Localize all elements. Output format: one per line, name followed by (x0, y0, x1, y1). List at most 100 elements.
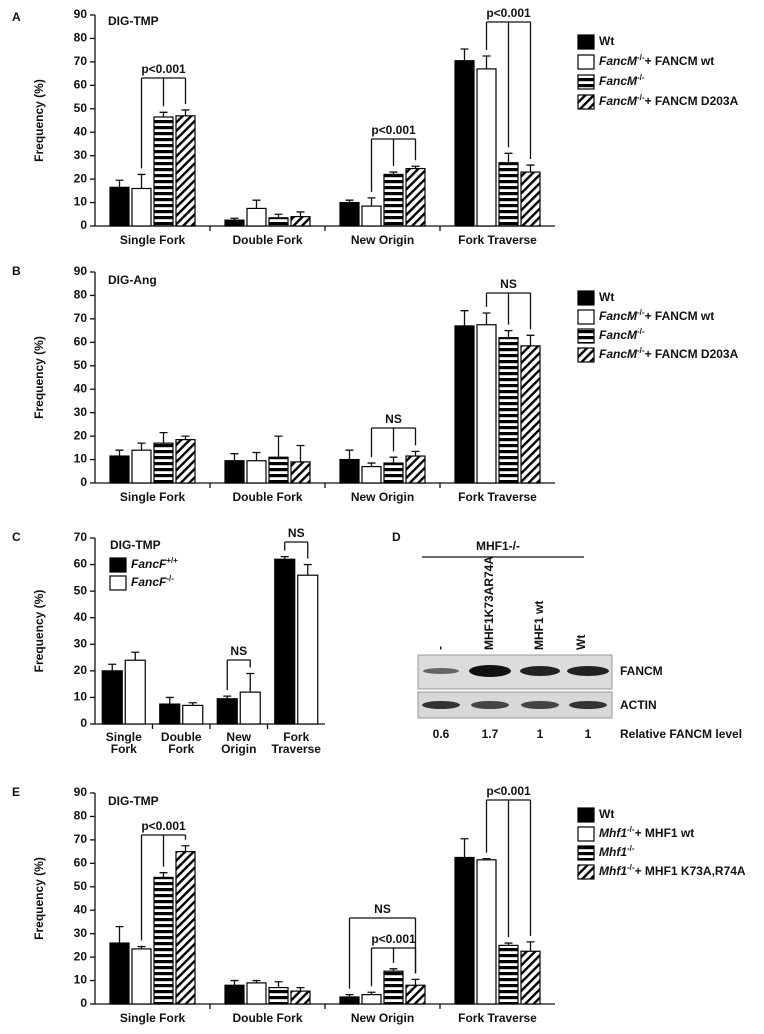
x-tick-label: New Origin (351, 1011, 414, 1025)
y-tick-label: 90 (74, 264, 88, 278)
error-bar (296, 211, 305, 217)
bar (224, 984, 245, 1005)
x-tick-label: New Origin (351, 233, 414, 247)
error-bar (526, 334, 535, 346)
y-tick-label: 80 (74, 809, 88, 823)
bar (498, 337, 519, 484)
bar (520, 950, 541, 1005)
bar (405, 455, 426, 484)
error-bar (389, 968, 398, 972)
bar (246, 460, 267, 484)
bar (131, 187, 152, 227)
error-bar (526, 941, 535, 952)
bar (159, 703, 181, 725)
bar (109, 186, 130, 227)
y-tick-label: 60 (74, 856, 88, 870)
error-bar (303, 563, 312, 576)
legend-swatch (577, 309, 595, 325)
bar (361, 994, 382, 1005)
bar (339, 458, 360, 484)
error-bar (188, 702, 197, 706)
bar (175, 439, 196, 484)
bar (339, 996, 360, 1005)
error-bar (274, 435, 283, 458)
error-bar (181, 435, 190, 440)
bar (109, 942, 130, 1005)
legend-swatch (577, 807, 595, 823)
error-bar (274, 981, 283, 988)
error-bar (280, 555, 289, 560)
y-tick-label: 50 (74, 358, 88, 372)
bar (246, 982, 267, 1005)
error-bar (389, 171, 398, 175)
band (567, 666, 609, 676)
subtitle: DIG-TMP (110, 538, 161, 552)
bar (476, 324, 497, 484)
legend-swatch (577, 845, 595, 861)
error-bar (181, 109, 190, 116)
subtitle: DIG-Ang (108, 273, 157, 287)
y-tick-label: 70 (74, 54, 88, 68)
significance-bracket (370, 947, 417, 987)
y-tick-label: 80 (74, 31, 88, 45)
bar (498, 162, 519, 227)
band (423, 668, 459, 674)
annotation: p<0.001 (371, 123, 416, 137)
band (471, 701, 509, 709)
bar (131, 449, 152, 484)
annotation: NS (230, 644, 247, 658)
bar (175, 851, 196, 1005)
x-tick-label: New Origin (221, 730, 256, 756)
significance-bracket (140, 834, 187, 941)
error-bar (159, 872, 168, 878)
error-bar (296, 444, 305, 462)
x-tick-label: Fork Traverse (458, 233, 537, 247)
bar (153, 876, 174, 1005)
legend-label: Mhf1-/-+ MHF1 wt (599, 825, 694, 841)
bar (383, 173, 404, 227)
annotation: p<0.001 (371, 932, 416, 946)
bar (153, 442, 174, 484)
y-tick-label: 10 (74, 690, 88, 704)
y-axis-title: Frequency (%) (32, 857, 46, 940)
x-tick-label: Fork Traverse (458, 490, 537, 504)
y-tick-label: 60 (74, 557, 88, 571)
legend-label: Wt (599, 34, 614, 48)
bar (182, 704, 204, 725)
row-label: ACTIN (620, 698, 657, 712)
x-tick-label: Single Fork (120, 490, 186, 504)
bar (520, 171, 541, 227)
y-tick-label: 10 (74, 452, 88, 466)
legend-label: FancF+/+ (131, 556, 178, 572)
y-tick-label: 30 (74, 148, 88, 162)
error-bar (411, 978, 420, 986)
legend-swatch (577, 290, 595, 306)
legend-label: FancM-/- (599, 73, 645, 89)
y-tick-label: 30 (74, 636, 88, 650)
y-tick-label: 20 (74, 428, 88, 442)
bar (216, 698, 238, 725)
legend-swatch (577, 94, 595, 110)
legend-swatch (577, 864, 595, 880)
error-bar (159, 431, 168, 444)
x-tick-label: Single Fork (106, 730, 142, 756)
y-tick-label: 50 (74, 101, 88, 115)
level: 0.6 (433, 727, 450, 741)
y-tick-label: 70 (74, 311, 88, 325)
y-tick-label: 50 (74, 583, 88, 597)
y-tick-label: 20 (74, 171, 88, 185)
error-bar (482, 857, 491, 860)
bar (109, 455, 130, 484)
bar (297, 574, 319, 725)
bar (153, 116, 174, 227)
legend-label: FancM-/- (599, 327, 645, 343)
y-axis-title: Frequency (%) (32, 336, 46, 419)
error-bar (345, 993, 354, 997)
error-bar (246, 672, 255, 693)
y-tick-label: 60 (74, 78, 88, 92)
error-bar (165, 696, 174, 705)
x-tick-label: Double Fork (161, 730, 202, 756)
bar (274, 558, 296, 725)
error-bar (460, 838, 469, 858)
error-bar (159, 111, 168, 117)
